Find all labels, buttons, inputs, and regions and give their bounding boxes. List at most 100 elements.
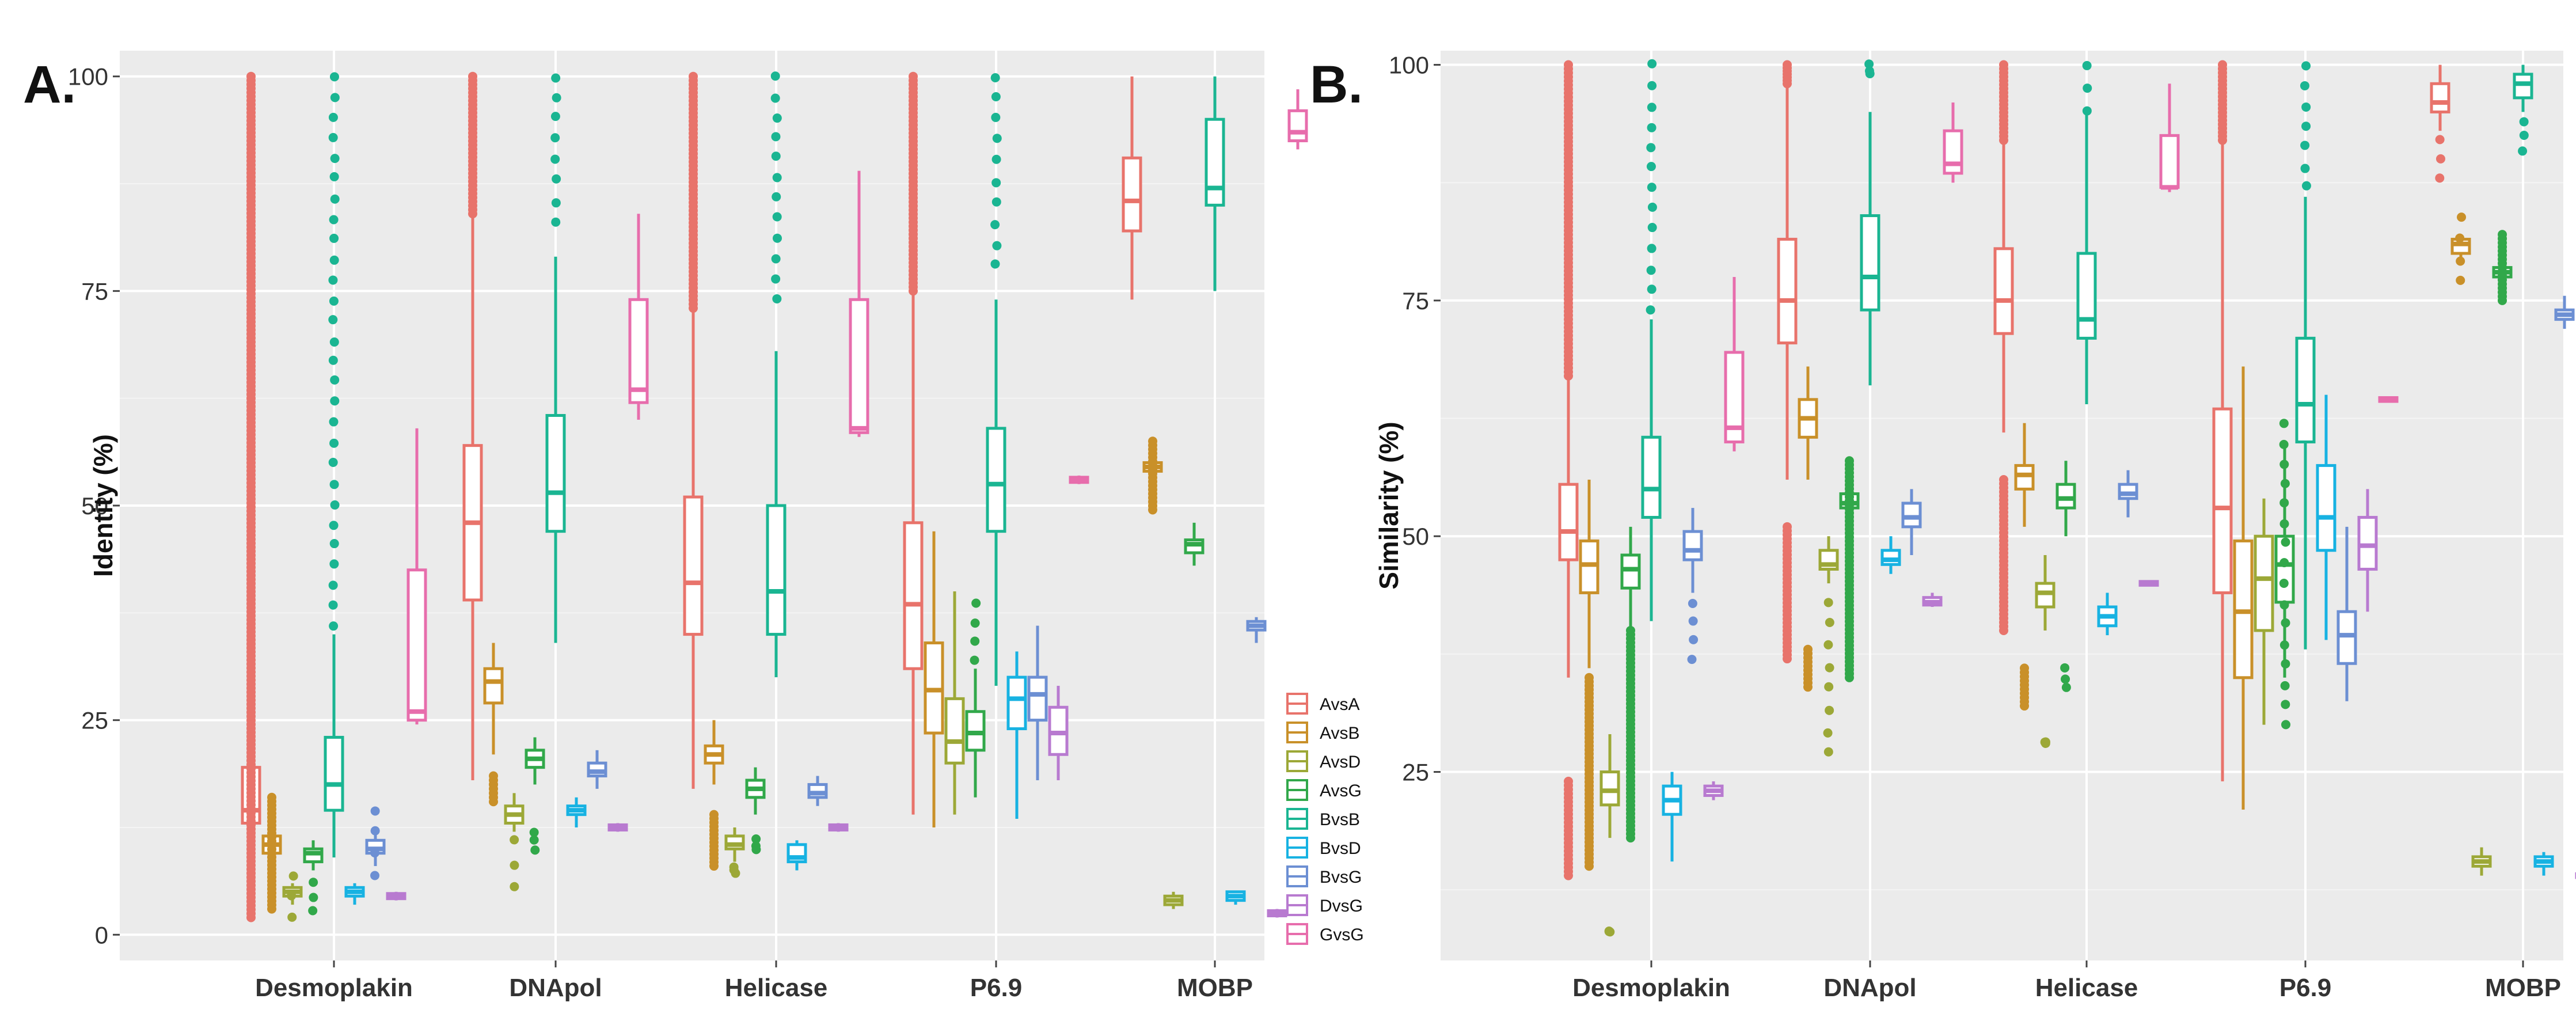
outlier-point (329, 233, 339, 243)
box-bvsg-desmoplakin (365, 806, 386, 880)
outlier-point (329, 417, 339, 427)
outlier-point (328, 457, 338, 467)
box-bvsb-desmoplakin (324, 72, 344, 858)
legend-label: BvsG (1320, 868, 1362, 887)
box-bvsd-dnapol (1880, 536, 1901, 574)
box-body (2357, 515, 2378, 571)
box-body (2056, 483, 2076, 510)
outlier-point (970, 618, 980, 628)
box-avsd-desmoplakin (282, 871, 303, 922)
box-bvsd-p69 (1006, 651, 1027, 819)
box-gvsg-helicase (2159, 83, 2180, 192)
outlier-point (2457, 212, 2467, 222)
legend-label: AvsA (1320, 695, 1359, 714)
box-bvsb-desmoplakin (1641, 59, 1662, 621)
outlier-point (2301, 61, 2311, 71)
box-avsg-mobp (2492, 230, 2513, 305)
box-gvsg-mobp (1287, 89, 1308, 150)
outlier-point (1646, 265, 1656, 275)
outlier-point (267, 792, 276, 802)
outlier-point (329, 296, 339, 306)
outlier-point (1646, 143, 1656, 153)
box-avsb-desmoplakin (1579, 479, 1599, 871)
legend-label: BvsB (1320, 810, 1360, 829)
legend-entry-avsb: AvsB (1286, 722, 1359, 743)
box-bvsg-p69 (1027, 625, 1048, 780)
box-avsd-helicase (2035, 555, 2056, 748)
outlier-point (328, 355, 338, 365)
box-avsd-mobp (2471, 847, 2492, 876)
box-avsb-p69 (924, 531, 944, 827)
outlier-point (2060, 663, 2070, 673)
box-gvsg-p69 (1069, 475, 1089, 484)
outlier-point (2280, 681, 2290, 690)
box-avsa-p69 (2212, 60, 2233, 781)
outlier-point (2281, 537, 2290, 547)
outlier-point (990, 220, 1000, 230)
outlier-point (1803, 644, 1813, 654)
panel-b-x-label-p69: P6.9 (2279, 974, 2332, 1002)
outlier-point (510, 835, 519, 845)
outlier-point (751, 834, 761, 844)
y-tick-label: 100 (1389, 52, 1429, 79)
box-body (1641, 435, 1662, 519)
outlier-point (468, 71, 477, 81)
box-avsb-helicase (2014, 423, 2035, 711)
y-tick-label: 75 (1402, 287, 1429, 314)
box-avsg-p69 (965, 598, 986, 798)
outlier-point (1148, 436, 1157, 446)
outlier-point (1626, 625, 1635, 635)
box-bvsd-helicase (787, 840, 807, 871)
box-bvsd-dnapol (566, 797, 587, 827)
outlier-point (2300, 81, 2309, 90)
box-bvsd-desmoplakin (344, 883, 365, 905)
outlier-point (308, 906, 318, 916)
box-avsb-helicase (704, 720, 724, 871)
box-body (903, 521, 924, 670)
outlier-point (970, 655, 979, 665)
outlier-point (772, 294, 782, 303)
outlier-point (329, 215, 339, 225)
legend-entry-gvsg: GvsG (1286, 923, 1364, 945)
outlier-point (330, 194, 340, 204)
outlier-point (1687, 655, 1697, 665)
outlier-point (489, 771, 498, 781)
outlier-point (751, 841, 761, 851)
outlier-point (1647, 183, 1656, 192)
outlier-point (2301, 181, 2311, 191)
outlier-point (370, 826, 380, 836)
box-body (1287, 109, 1308, 143)
box-body (2035, 582, 2056, 609)
outlier-point (530, 845, 540, 855)
box-avsd-p69 (944, 591, 965, 815)
outlier-point (529, 835, 539, 845)
box-bvsg-dnapol (587, 750, 607, 789)
outlier-point (1647, 123, 1656, 132)
outlier-point (1823, 728, 1833, 738)
legend-entry-bvsd: BvsD (1286, 837, 1361, 859)
outlier-point (1604, 926, 1614, 936)
box-dvsg-mobp (1267, 909, 1287, 918)
box-bvsb-dnapol (545, 73, 566, 643)
outlier-point (2300, 164, 2310, 173)
outlier-point (771, 274, 781, 284)
outlier-point (246, 71, 256, 81)
outlier-point (2455, 233, 2465, 243)
outlier-point (329, 521, 339, 530)
outlier-point (772, 192, 781, 202)
legend-entry-dvsg: DvsG (1286, 894, 1363, 916)
box-body (628, 298, 649, 404)
outlier-point (1823, 598, 1833, 607)
y-tick-label: 50 (1402, 523, 1429, 550)
outlier-point (1647, 202, 1657, 212)
outlier-point (991, 178, 1001, 188)
outlier-point (551, 198, 561, 208)
panel-b-x-tick-labels: Desmoplakin DNApol Helicase P6.9 MOBP (1572, 960, 2561, 1002)
outlier-point (2281, 700, 2290, 709)
outlier-point (550, 154, 560, 164)
box-bvsb-p69 (2295, 61, 2316, 650)
box-bvsg-mobp (2554, 295, 2575, 329)
box-bvsd-desmoplakin (1662, 772, 1682, 862)
outlier-point (2300, 141, 2310, 150)
box-dvsg-dnapol (1922, 593, 1943, 607)
